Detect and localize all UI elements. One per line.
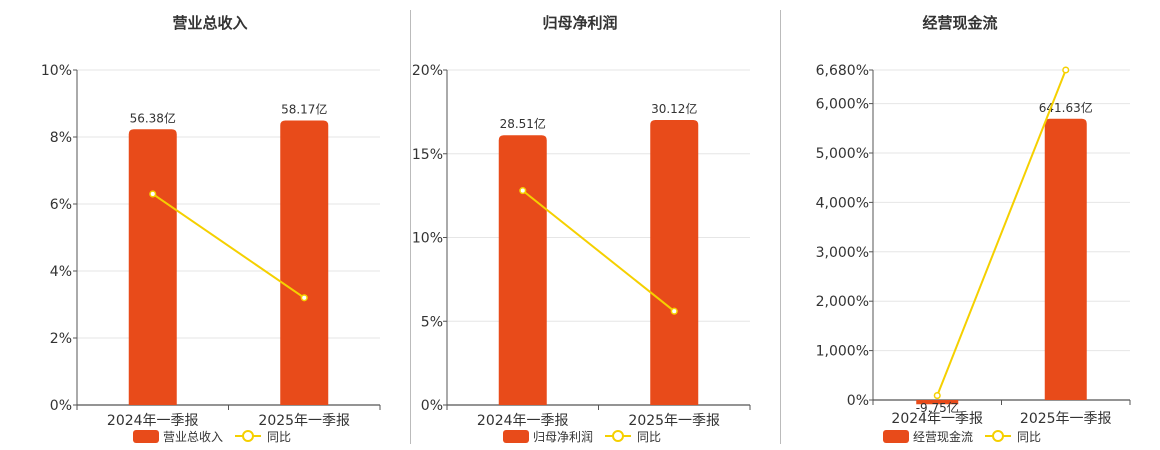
line-point [519, 187, 527, 195]
line-point [300, 294, 308, 302]
chart-revenue: 营业总收入 0% 2% 4% 6% 8% 10% 2024年一季报 2025年一季报 56.38亿… [41, 14, 381, 444]
bar-value-label: 30.12亿 [651, 101, 697, 116]
series-line [152, 193, 305, 299]
y-tick-label: 10% [41, 63, 72, 79]
chart-title: 归母净利润 [542, 14, 617, 32]
y-tick-label: 2,000% [816, 294, 869, 310]
panel-divider [780, 10, 781, 444]
chart-title: 营业总收入 [172, 14, 247, 32]
y-tick-label: 20% [412, 63, 443, 79]
x-tick-label: 2025年一季报 [258, 413, 350, 429]
bar [650, 119, 699, 406]
x-tick-label: 2024年一季报 [891, 411, 983, 427]
bar-value-label: 28.51亿 [500, 116, 546, 131]
chart-cash-flow: 经营现金流 0% 1,000% 2,000% 3,000% 4,000% 5,000% 6,0… [816, 14, 1131, 444]
y-tick-label: 6,680% [816, 63, 869, 79]
x-tick-label: 2025年一季报 [1020, 411, 1112, 427]
panel-divider [410, 10, 411, 444]
y-tick-label: 1,000% [816, 344, 869, 360]
bar [128, 129, 177, 405]
chart-panel-revenue: 营业总收入 0% 2% 4% 6% 8% 10% 2024年一季报 2025年一季报 56.38亿… [0, 0, 400, 450]
y-tick-label: 6,000% [816, 97, 869, 113]
y-tick-label: 3,000% [816, 245, 869, 261]
y-tick-label: 4% [50, 264, 72, 280]
y-tick-label: 0% [847, 393, 869, 409]
y-tick-label: 0% [50, 398, 72, 414]
line-point [1062, 66, 1070, 74]
y-tick-label: 15% [412, 147, 443, 163]
legend-label: 经营现金流 [913, 429, 973, 444]
x-tick-label: 2024年一季报 [107, 413, 199, 429]
y-tick-label: 5% [421, 314, 443, 330]
legend-bar-swatch [883, 430, 909, 443]
legend-line-marker [992, 430, 1004, 442]
y-tick-label: 6% [50, 197, 72, 213]
line-point [670, 307, 678, 315]
chart-net-profit: 归母净利润 0% 5% 10% 15% 20% 2024年一季报 2025年一季报 28.51亿… [412, 14, 751, 444]
x-tick-label: 2025年一季报 [628, 413, 720, 429]
bar-value-label: 56.38亿 [130, 110, 176, 125]
legend-line-marker [242, 430, 254, 442]
y-tick-label: 8% [50, 130, 72, 146]
bar-value-label: -9.75亿 [916, 400, 959, 415]
line-point [149, 190, 157, 198]
chart-title: 经营现金流 [922, 14, 997, 32]
chart-panel-cash-flow: 经营现金流 0% 1,000% 2,000% 3,000% 4,000% 5,000% 6,0… [780, 0, 1160, 450]
bar [498, 135, 547, 406]
bar [916, 400, 959, 405]
legend-label: 同比 [267, 430, 291, 444]
y-tick-label: 0% [421, 398, 443, 414]
bar-value-label: 641.63亿 [1039, 100, 1093, 115]
bar [280, 120, 329, 405]
series-line [936, 69, 1067, 396]
legend-label: 同比 [637, 430, 661, 444]
chart-panel-net-profit: 归母净利润 0% 5% 10% 15% 20% 2024年一季报 2025年一季报 28.51亿… [400, 0, 780, 450]
bar [1044, 118, 1087, 401]
legend-label: 同比 [1017, 430, 1041, 444]
y-tick-label: 5,000% [816, 146, 869, 162]
legend-label: 营业总收入 [163, 430, 223, 444]
x-tick-label: 2024年一季报 [477, 413, 569, 429]
line-point [933, 392, 941, 400]
legend-line-marker [612, 430, 624, 442]
legend-bar-swatch [503, 430, 529, 443]
y-tick-label: 4,000% [816, 195, 869, 211]
y-tick-label: 10% [412, 231, 443, 247]
legend-bar-swatch [133, 430, 159, 443]
bar-value-label: 58.17亿 [281, 102, 327, 117]
series-line [522, 189, 675, 312]
legend-label: 归母净利润 [533, 430, 593, 444]
y-tick-label: 2% [50, 331, 72, 347]
